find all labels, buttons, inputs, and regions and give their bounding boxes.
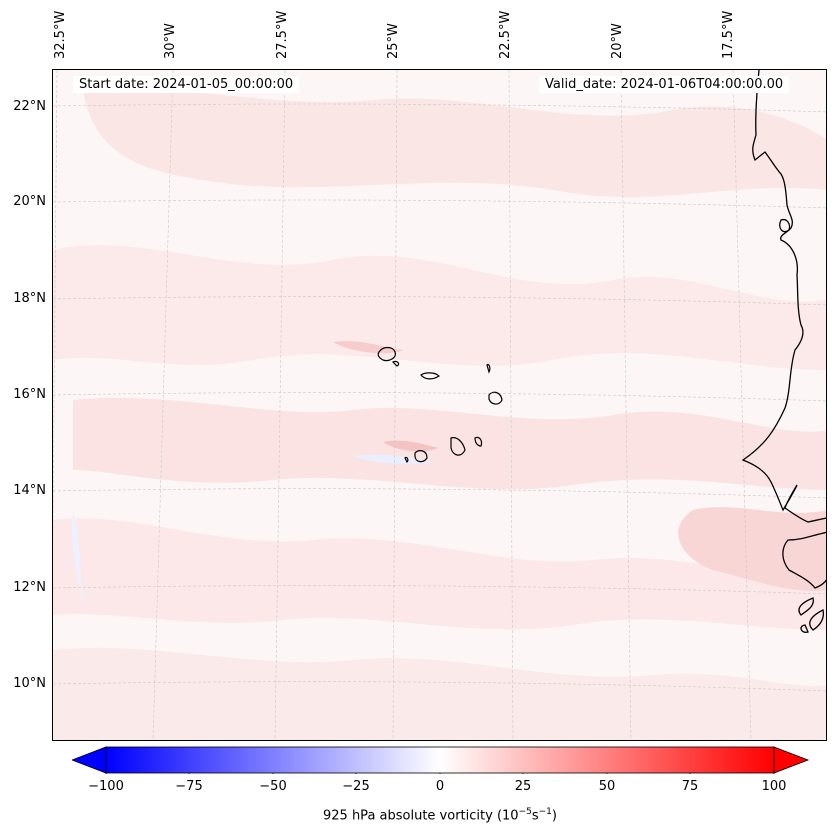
lon-label-20w: 20°W <box>610 23 625 59</box>
colorbar-tick: −50 <box>259 779 287 794</box>
colorbar-tick: −25 <box>342 779 370 794</box>
lat-label-10n: 10°N <box>13 676 46 691</box>
colorbar-label: 925 hPa absolute vorticity (10−5s−1) <box>323 807 557 824</box>
colorbar-tick: 25 <box>514 779 532 794</box>
coastline <box>741 70 826 633</box>
colorbar-max-extend <box>773 746 810 774</box>
graticule <box>53 70 826 740</box>
lat-label-22n: 22°N <box>13 99 46 114</box>
lat-label-20n: 20°N <box>13 194 46 209</box>
lon-label-17-5w: 17.5°W <box>721 10 736 59</box>
lon-label-25w: 25°W <box>386 23 401 59</box>
colorbar-tick: 50 <box>598 779 616 794</box>
lat-label-12n: 12°N <box>13 580 46 595</box>
colorbar-min-extend <box>72 746 107 774</box>
lon-label-27-5w: 27.5°W <box>275 10 290 59</box>
lon-label-22-5w: 22.5°W <box>498 10 513 59</box>
lat-label-16n: 16°N <box>13 387 46 402</box>
colorbar-tick: −75 <box>175 779 203 794</box>
colorbar-tick: −100 <box>88 779 124 794</box>
vorticity-map[interactable] <box>52 69 827 741</box>
colorbar-tick: 75 <box>681 779 699 794</box>
valid-date-label: Valid_date: 2024-01-06T04:00:00.00 <box>539 76 790 93</box>
start-date-label: Start date: 2024-01-05_00:00:00 <box>73 76 300 93</box>
lon-label-32-5w: 32.5°W <box>53 10 68 59</box>
lon-label-30w: 30°W <box>163 23 178 59</box>
cape-verde-islands <box>377 346 503 464</box>
map-canvas <box>53 70 826 740</box>
colorbar-ramp <box>105 746 775 774</box>
lat-label-14n: 14°N <box>13 483 46 498</box>
colorbar-tick: 0 <box>435 779 445 794</box>
colorbar <box>72 746 810 774</box>
lat-label-18n: 18°N <box>13 291 46 306</box>
colorbar-tick: 100 <box>761 779 787 794</box>
vorticity-field <box>53 70 826 740</box>
